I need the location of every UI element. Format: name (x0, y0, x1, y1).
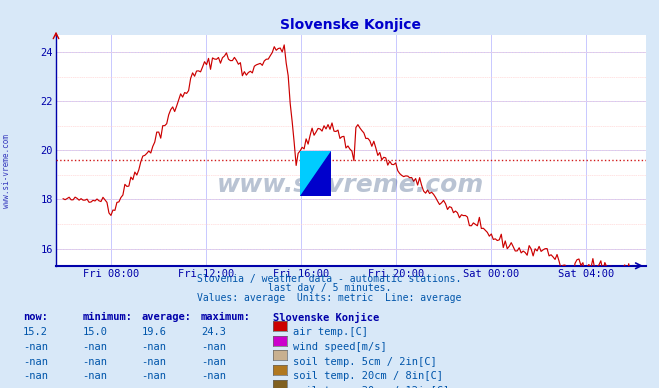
Text: -nan: -nan (82, 342, 107, 352)
Text: 15.0: 15.0 (82, 327, 107, 337)
Text: -nan: -nan (142, 357, 167, 367)
Text: -nan: -nan (82, 371, 107, 381)
Text: now:: now: (23, 312, 48, 322)
Text: soil temp. 30cm / 12in[C]: soil temp. 30cm / 12in[C] (293, 386, 449, 388)
Text: -nan: -nan (23, 342, 48, 352)
Text: -nan: -nan (142, 342, 167, 352)
Text: -nan: -nan (82, 386, 107, 388)
Text: 15.2: 15.2 (23, 327, 48, 337)
Text: soil temp. 5cm / 2in[C]: soil temp. 5cm / 2in[C] (293, 357, 437, 367)
Text: maximum:: maximum: (201, 312, 251, 322)
Text: www.si-vreme.com: www.si-vreme.com (217, 173, 484, 197)
Text: air temp.[C]: air temp.[C] (293, 327, 368, 337)
Text: -nan: -nan (201, 357, 226, 367)
Text: Slovenske Konjice: Slovenske Konjice (273, 312, 380, 323)
Text: -nan: -nan (201, 371, 226, 381)
Text: 19.6: 19.6 (142, 327, 167, 337)
Text: -nan: -nan (201, 386, 226, 388)
Text: last day / 5 minutes.: last day / 5 minutes. (268, 283, 391, 293)
Text: -nan: -nan (201, 342, 226, 352)
Text: soil temp. 20cm / 8in[C]: soil temp. 20cm / 8in[C] (293, 371, 444, 381)
Text: www.si-vreme.com: www.si-vreme.com (2, 134, 11, 208)
Text: Values: average  Units: metric  Line: average: Values: average Units: metric Line: aver… (197, 293, 462, 303)
Text: -nan: -nan (142, 386, 167, 388)
Text: wind speed[m/s]: wind speed[m/s] (293, 342, 387, 352)
Text: minimum:: minimum: (82, 312, 132, 322)
Title: Slovenske Konjice: Slovenske Konjice (281, 18, 421, 32)
Text: -nan: -nan (23, 386, 48, 388)
Text: average:: average: (142, 312, 192, 322)
Text: -nan: -nan (82, 357, 107, 367)
Text: -nan: -nan (23, 357, 48, 367)
Polygon shape (300, 151, 331, 196)
Polygon shape (300, 151, 331, 196)
Text: 24.3: 24.3 (201, 327, 226, 337)
Text: -nan: -nan (23, 371, 48, 381)
Text: -nan: -nan (142, 371, 167, 381)
Text: Slovenia / weather data - automatic stations.: Slovenia / weather data - automatic stat… (197, 274, 462, 284)
